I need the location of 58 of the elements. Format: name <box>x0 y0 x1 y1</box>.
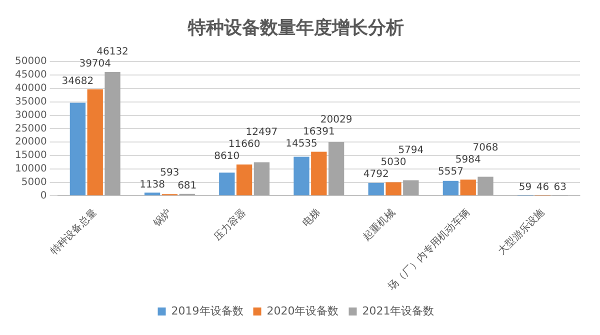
data-label: 593 <box>160 167 180 178</box>
data-label: 16391 <box>303 126 335 138</box>
x-tick-label: 锅炉 <box>150 206 174 230</box>
data-label: 39704 <box>79 58 112 70</box>
data-label: 46132 <box>96 46 128 58</box>
data-label: 14535 <box>286 138 318 150</box>
y-tick-label: 10000 <box>15 164 47 174</box>
y-tick-label: 40000 <box>15 83 47 94</box>
data-label: 4792 <box>363 168 389 180</box>
bar <box>478 176 494 196</box>
data-label: 5557 <box>438 166 464 178</box>
bar <box>460 180 476 196</box>
legend-label: 2020年设备数 <box>266 304 339 318</box>
bar <box>386 182 402 196</box>
y-tick-label: 50000 <box>15 56 47 68</box>
legend-label: 2021年设备数 <box>362 304 434 318</box>
y-tick-label: 15000 <box>15 150 47 162</box>
x-tick-label: 电梯 <box>300 206 323 230</box>
bar <box>104 72 120 196</box>
data-label: 7068 <box>472 142 498 154</box>
bar <box>442 180 459 196</box>
bar <box>311 152 327 196</box>
data-label: 5794 <box>398 144 424 156</box>
data-label: 63 <box>554 182 566 194</box>
data-label: 46 <box>536 182 550 194</box>
data-label: 8610 <box>214 151 240 162</box>
data-label: 5984 <box>455 154 481 166</box>
y-tick-label: 30000 <box>15 110 47 121</box>
bar <box>328 142 344 196</box>
data-label: 34682 <box>62 76 94 87</box>
data-label: 59 <box>518 182 532 194</box>
bar <box>368 182 384 196</box>
y-tick-label: 20000 <box>15 136 47 148</box>
y-tick-label: 5000 <box>21 176 47 188</box>
y-tick-label: 35000 <box>15 96 47 108</box>
bar <box>294 156 310 196</box>
x-tick-label: 特种设备总量 <box>48 206 100 258</box>
data-label: 1138 <box>140 179 166 190</box>
y-tick-label: 25000 <box>15 123 47 134</box>
x-tick-label: 压力容器 <box>211 206 248 244</box>
bar <box>70 102 86 196</box>
y-tick-label: 45000 <box>15 70 47 81</box>
legend-label: 2019年设备数 <box>171 304 244 318</box>
data-label: 681 <box>178 180 197 192</box>
x-tick-label: 起重机械 <box>360 206 398 244</box>
data-label: 5030 <box>380 156 406 168</box>
bar <box>254 162 270 196</box>
x-tick-label: 大型游乐设施 <box>496 206 547 258</box>
bar <box>144 192 160 196</box>
bar <box>219 172 235 196</box>
y-tick-label: 0 <box>40 190 47 202</box>
bar <box>87 89 103 196</box>
data-label: 20029 <box>320 114 352 126</box>
bar <box>236 164 252 196</box>
data-label: 12497 <box>246 127 278 138</box>
bar <box>403 180 419 196</box>
chart-title: 特种设备数量年度增长分析 <box>187 17 404 38</box>
data-label: 11660 <box>228 139 260 150</box>
